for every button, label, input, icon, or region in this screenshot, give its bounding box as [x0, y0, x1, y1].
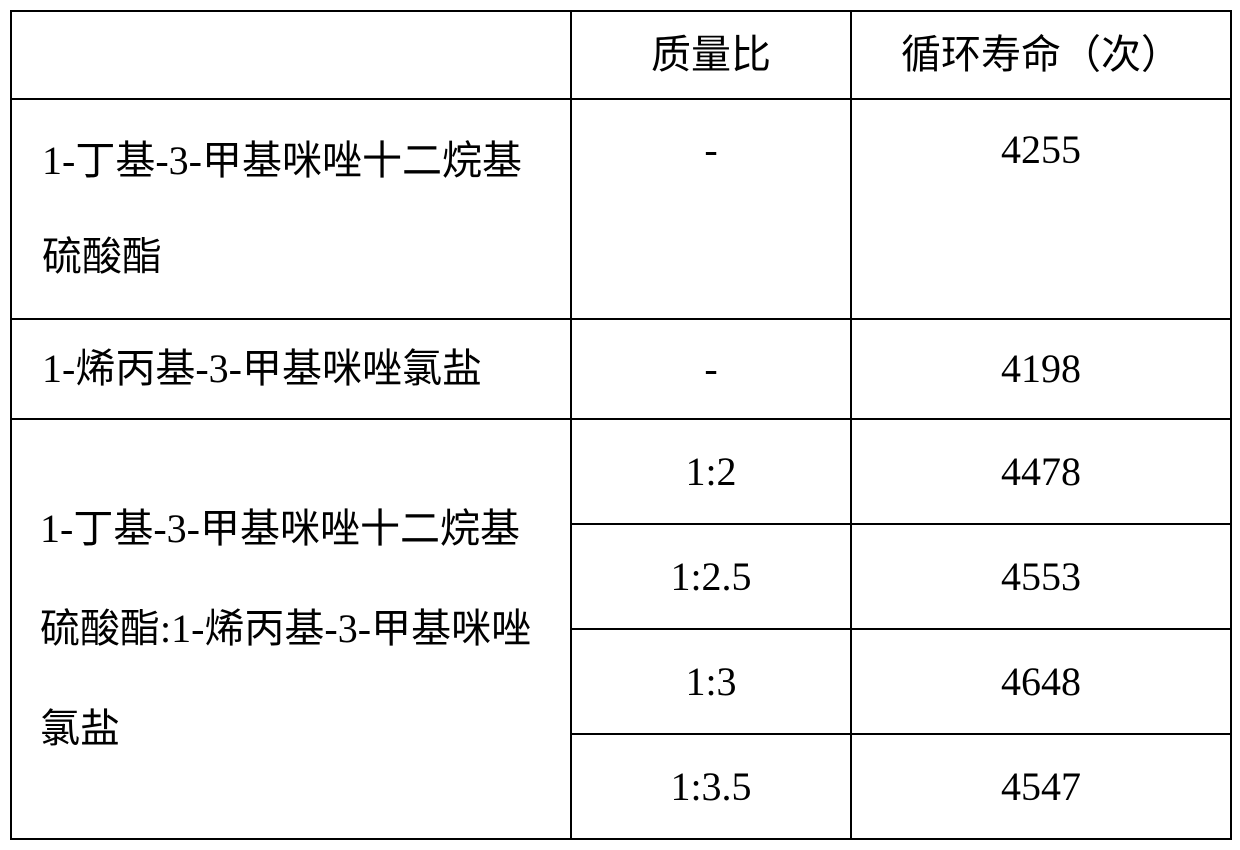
- data-table: 质量比 循环寿命（次） 1-丁基-3-甲基咪唑十二烷基硫酸酯 - 4255 1-…: [10, 10, 1232, 840]
- row-cycle: 4198: [851, 319, 1231, 419]
- header-ratio: 质量比: [571, 11, 851, 99]
- row-cycle: 4553: [851, 524, 1231, 629]
- header-label: [11, 11, 571, 99]
- row-label-merged: 1-丁基-3-甲基咪唑十二烷基硫酸酯:1-烯丙基-3-甲基咪唑氯盐: [11, 419, 571, 839]
- row-ratio: -: [571, 319, 851, 419]
- header-cycle: 循环寿命（次）: [851, 11, 1231, 99]
- table-row: 1-烯丙基-3-甲基咪唑氯盐 - 4198: [11, 319, 1231, 419]
- table-header-row: 质量比 循环寿命（次）: [11, 11, 1231, 99]
- row-ratio: -: [571, 99, 851, 319]
- row-cycle: 4255: [851, 99, 1231, 319]
- row-ratio: 1:2.5: [571, 524, 851, 629]
- table-row: 1-丁基-3-甲基咪唑十二烷基硫酸酯 - 4255: [11, 99, 1231, 319]
- row-ratio: 1:3: [571, 629, 851, 734]
- row-label: 1-丁基-3-甲基咪唑十二烷基硫酸酯: [11, 99, 571, 319]
- row-ratio: 1:3.5: [571, 734, 851, 839]
- table-row: 1-丁基-3-甲基咪唑十二烷基硫酸酯:1-烯丙基-3-甲基咪唑氯盐 1:2 44…: [11, 419, 1231, 524]
- row-label: 1-烯丙基-3-甲基咪唑氯盐: [11, 319, 571, 419]
- row-cycle: 4648: [851, 629, 1231, 734]
- row-cycle: 4478: [851, 419, 1231, 524]
- data-table-container: 质量比 循环寿命（次） 1-丁基-3-甲基咪唑十二烷基硫酸酯 - 4255 1-…: [10, 10, 1230, 840]
- row-cycle: 4547: [851, 734, 1231, 839]
- row-ratio: 1:2: [571, 419, 851, 524]
